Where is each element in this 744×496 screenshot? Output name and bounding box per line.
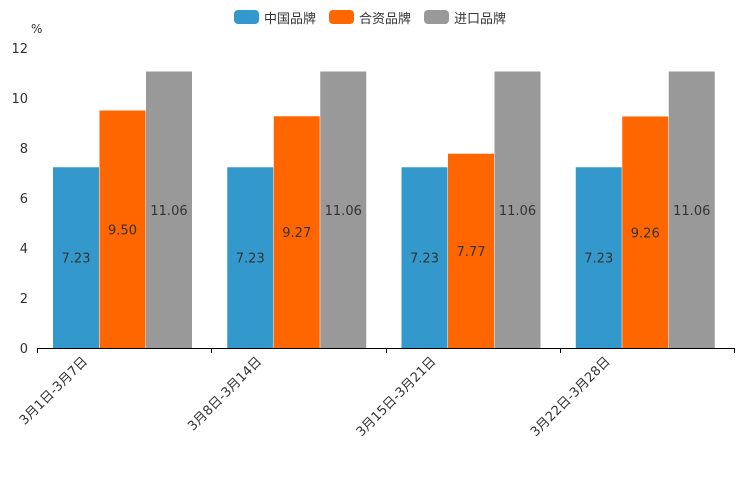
x-category-label: 3月15日-3月21日: [354, 354, 440, 440]
bar-value-label: 7.23: [62, 252, 91, 267]
legend-item-import-brand[interactable]: 进口品牌: [424, 7, 506, 27]
legend-label: 进口品牌: [454, 11, 507, 27]
legend-swatch: [424, 10, 449, 24]
x-category-label: 3月22日-3月28日: [528, 354, 614, 440]
bar: [668, 71, 715, 348]
y-axis-unit: %: [31, 22, 43, 36]
y-tick-label: 12: [11, 42, 28, 57]
y-tick-label: 8: [20, 142, 28, 157]
bar-value-label: 7.23: [584, 252, 613, 267]
bar: [320, 71, 367, 348]
y-tick-label: 4: [20, 242, 28, 257]
bar: [622, 116, 669, 348]
y-tick-label: 2: [20, 292, 28, 307]
bar-value-label: 7.23: [236, 252, 265, 267]
bar: [401, 167, 448, 348]
bar: [494, 71, 541, 348]
bar-value-label: 11.06: [499, 204, 536, 219]
bar-value-label: 7.23: [410, 252, 439, 267]
y-tick-label: 10: [11, 92, 28, 107]
bar-value-label: 9.26: [631, 226, 660, 241]
legend-label: 中国品牌: [264, 11, 317, 27]
legend-swatch: [329, 10, 354, 24]
bar-value-label: 9.27: [282, 226, 311, 241]
bar: [53, 167, 99, 348]
bar: [146, 71, 192, 348]
bar-value-label: 11.06: [150, 204, 187, 219]
x-category-label: 3月8日-3月14日: [185, 354, 265, 434]
bar-value-label: 9.50: [108, 223, 137, 238]
legend-swatch: [234, 10, 259, 24]
legend-item-joint-venture-brand[interactable]: 合资品牌: [329, 7, 411, 27]
bar: [448, 153, 494, 348]
bar: [273, 116, 320, 348]
x-category-label: 3月1日-3月7日: [17, 354, 91, 428]
legend-label: 合资品牌: [359, 11, 412, 27]
bar: [99, 110, 146, 348]
bar-value-label: 7.77: [457, 245, 486, 260]
bar-value-label: 11.06: [673, 204, 710, 219]
bar-value-label: 11.06: [325, 204, 362, 219]
chart-legend: 中国品牌 合资品牌 进口品牌: [0, 7, 744, 27]
y-tick-label: 0: [20, 342, 28, 357]
y-tick-label: 6: [20, 192, 28, 207]
legend-item-china-brand[interactable]: 中国品牌: [234, 7, 316, 27]
bar: [227, 167, 274, 348]
bar: [575, 167, 622, 348]
